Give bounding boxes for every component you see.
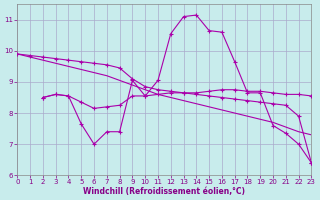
X-axis label: Windchill (Refroidissement éolien,°C): Windchill (Refroidissement éolien,°C) — [84, 187, 245, 196]
